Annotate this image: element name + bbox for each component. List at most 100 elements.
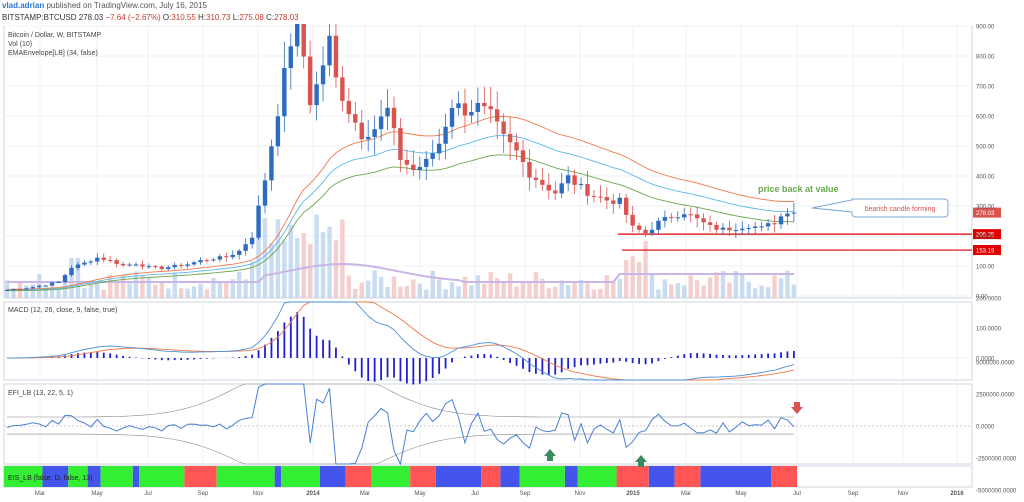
volume-bar [514,286,519,298]
volume-bar [24,285,29,298]
candle-body [17,289,23,291]
symbol-name[interactable]: BITSTAMP:BTCUSD [2,13,77,22]
volume-bar [604,275,610,298]
candle-body [211,259,216,261]
volume-bar [572,281,577,298]
candle-body [727,227,732,231]
eis-segment [371,466,411,487]
ohlc-open: 310.55 [171,13,196,22]
price-tick-label: 700.00 [976,85,995,91]
candle-body [436,143,442,154]
eis-segment [771,466,798,487]
volume-bar [527,281,532,298]
candle-body [82,262,87,265]
candle-body [507,133,513,143]
candle-body [346,100,352,115]
volume-bar [546,288,551,298]
price-change: −7.64 (−2.67%) [105,13,161,22]
volume-bar [346,275,352,298]
volume-bar [301,233,306,298]
price-tick-label: 200.00 [976,235,995,241]
price-tick-label: 0.00 [976,295,988,301]
candle-body [598,196,603,198]
eis-segment [100,466,133,487]
volume-bar [598,288,603,298]
volume-bar [211,277,216,298]
volume-bar [327,226,332,298]
price-chart[interactable]: 206.35 153.19 278.03 EIS_LB (false, D, fal… [0,24,1024,502]
candle-body [11,289,16,291]
annotation-price-back: price back at value [758,184,839,194]
volume-bar [482,283,487,298]
candle-body [585,184,590,196]
volume-bar [275,219,281,298]
candle-body [559,183,564,194]
volume-bar [501,282,506,298]
volume-bar [146,277,152,298]
candle-body [275,116,281,147]
bearish-callout[interactable]: bearish candle forming [811,198,949,218]
candle-body [101,257,106,260]
time-tick-label: 2014 [306,491,320,497]
volume-bar [127,283,132,298]
candle-body [385,107,390,117]
time-tick-label: May [91,491,102,497]
legend-main: Bitcoin / Dollar, W, BITSTAMP [8,32,102,39]
volume-bar [372,270,377,298]
price-tick-label: 400.00 [976,175,995,181]
candle-body [49,282,55,286]
candle-body [378,116,384,130]
candle-body [772,223,777,225]
volume-bar [443,289,448,298]
time-tick-label: Nov [898,491,909,497]
volume-bar [230,279,235,298]
candle-body [366,136,371,140]
volume-bar [404,285,410,298]
candle-body [553,190,558,194]
volume-bar [753,288,758,298]
candle-body [501,121,506,134]
support-price-tag [973,245,1001,256]
eis-segment [648,466,675,487]
efi-pane [4,383,972,466]
candle-body [630,214,635,226]
candle-body [146,266,152,268]
candle-body [295,24,300,47]
eis-segment [281,466,320,487]
publisher-username[interactable]: vlad.adrian [2,1,45,10]
candle-body [153,266,158,268]
volume-bar [765,287,771,298]
volume-bar [649,272,655,298]
volume-bar [553,286,558,298]
volume-bar [69,258,74,298]
price-tick-label: 500.00 [976,145,995,151]
price-tick-label: 900.00 [976,25,995,31]
volume-bar [727,282,732,298]
volume-bar [643,241,648,298]
time-tick-label: 2016 [950,491,964,497]
volume-bar [411,279,416,298]
publisher-bar: vlad.adrian published on TradingView.com… [0,0,1024,13]
volume-bar [636,262,642,298]
ohlc-open-label: O: [162,13,172,22]
time-tick-label: Jul [793,491,801,497]
candle-body [662,217,668,221]
volume-bar [378,276,384,298]
candle-body [198,260,203,263]
volume-bar [449,282,455,298]
efi-tick-label: 2500000.0000 [976,393,1015,399]
eis-pane: EIS_LB (false, D, false, 13) [3,466,798,487]
volume-bar [456,286,461,298]
volume-bar [630,256,635,298]
candle-body [520,150,526,162]
efi-tick-label: -5000000.0000 [976,489,1017,495]
volume-bar [656,289,661,298]
legend-vol: Vol (10) [8,41,32,48]
candle-body [230,254,235,258]
legend-ema: EMAEnvelope[LB] (34, false) [8,50,98,57]
eis-segment [87,466,101,487]
buy-arrow-icon [544,449,556,461]
candle-body [314,84,319,106]
volume-bar [185,288,190,298]
eis-segment [564,466,578,487]
